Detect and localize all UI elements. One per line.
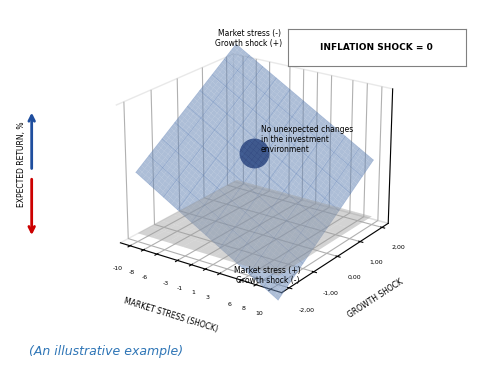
X-axis label: MARKET STRESS (SHOCK): MARKET STRESS (SHOCK)	[123, 296, 219, 334]
Y-axis label: GROWTH SHOCK: GROWTH SHOCK	[346, 277, 405, 320]
Text: EXPECTED RETURN, %: EXPECTED RETURN, %	[17, 122, 26, 208]
Text: INFLATION SHOCK = 0: INFLATION SHOCK = 0	[321, 43, 433, 52]
Text: (An illustrative example): (An illustrative example)	[29, 345, 183, 358]
